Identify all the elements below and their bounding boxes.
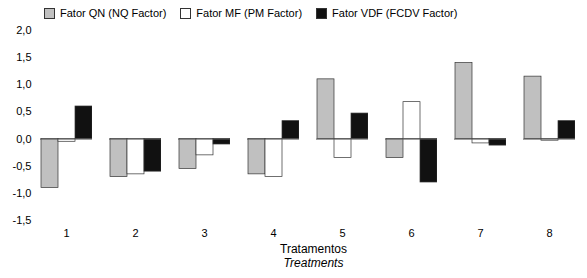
svg-text:1,0: 1,0 bbox=[16, 78, 31, 90]
svg-text:0,5: 0,5 bbox=[16, 105, 31, 117]
svg-text:6: 6 bbox=[408, 227, 414, 239]
svg-text:-0,5: -0,5 bbox=[13, 160, 32, 172]
svg-text:1,5: 1,5 bbox=[16, 51, 31, 63]
svg-text:0,0: 0,0 bbox=[16, 133, 31, 145]
html-text:Treatments: Treatments bbox=[283, 256, 344, 270]
html-text:Fator MF (PM Factor): Fator MF (PM Factor) bbox=[196, 7, 303, 19]
svg-text:-1,0: -1,0 bbox=[13, 187, 32, 199]
svg-text:3: 3 bbox=[201, 227, 207, 239]
html-text:Tratamentos: Tratamentos bbox=[280, 242, 347, 256]
svg-text:2: 2 bbox=[132, 227, 138, 239]
svg-text:1: 1 bbox=[63, 227, 69, 239]
svg-text:5: 5 bbox=[339, 227, 345, 239]
svg-text:4: 4 bbox=[270, 227, 276, 239]
svg-text:8: 8 bbox=[546, 227, 552, 239]
html-text:Fator QN (NQ Factor): Fator QN (NQ Factor) bbox=[60, 7, 167, 19]
svg-text:-1,5: -1,5 bbox=[13, 214, 32, 226]
svg-text:2,0: 2,0 bbox=[16, 24, 31, 36]
html-text:Fator VDF (FCDV Factor): Fator VDF (FCDV Factor) bbox=[332, 7, 458, 19]
svg-text:7: 7 bbox=[477, 227, 483, 239]
